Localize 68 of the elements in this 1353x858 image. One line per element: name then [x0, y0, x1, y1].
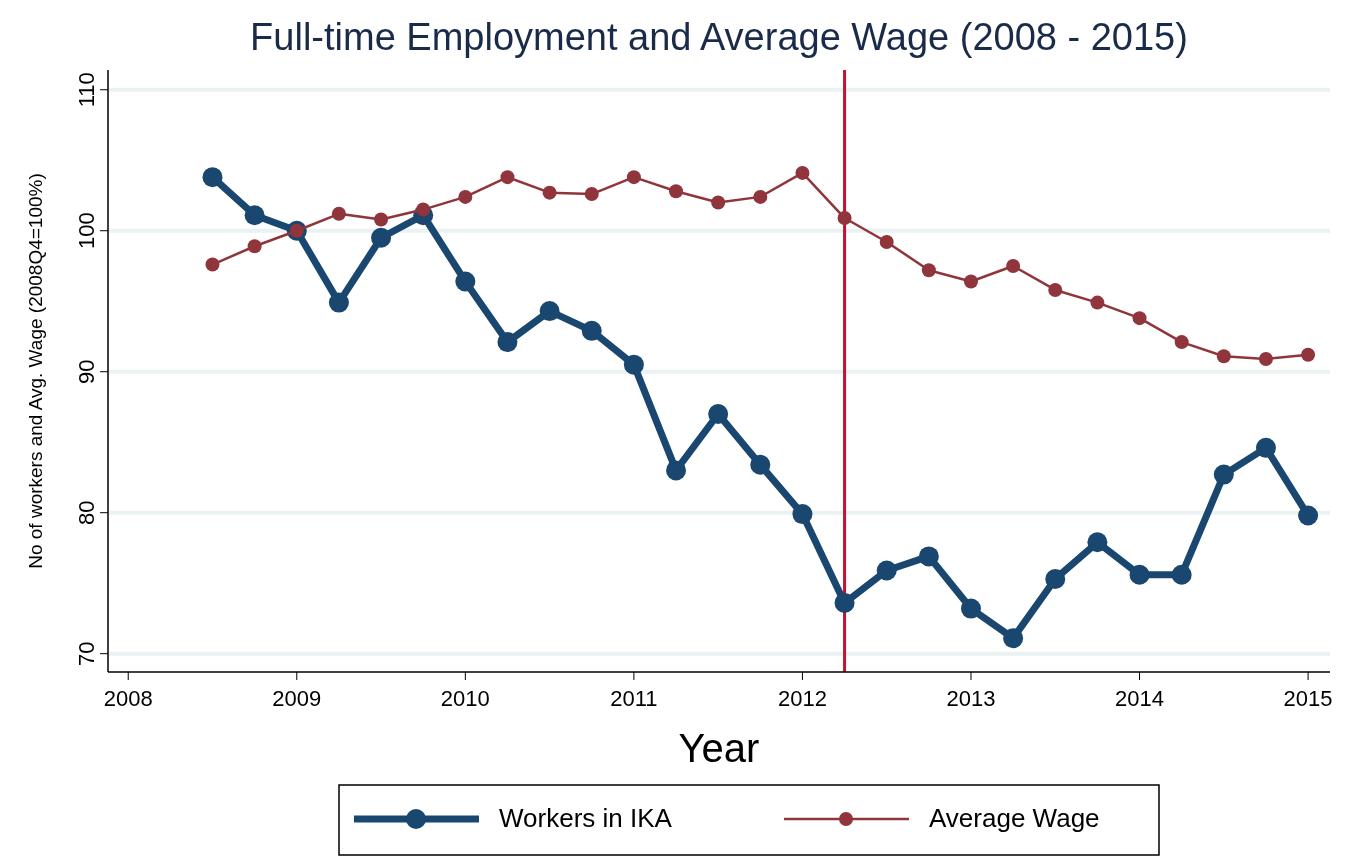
point	[1298, 505, 1319, 526]
y-tick-label: 90	[74, 359, 99, 384]
point	[1090, 295, 1105, 310]
point	[1087, 532, 1108, 553]
point	[331, 206, 346, 221]
point	[834, 592, 855, 613]
point	[1006, 258, 1021, 273]
point	[711, 195, 726, 210]
y-tick-label: 100	[74, 212, 99, 250]
chart-title: Full-time Employment and Average Wage (2008 - 2015)	[250, 16, 1188, 58]
point	[837, 211, 852, 226]
point	[500, 170, 515, 185]
point	[1258, 352, 1273, 367]
x-tick-label: 2012	[777, 686, 827, 711]
point	[708, 404, 729, 424]
point	[753, 189, 768, 204]
x-tick-label: 2014	[1115, 686, 1165, 711]
point	[584, 187, 599, 202]
point	[1045, 568, 1066, 589]
point	[960, 598, 981, 619]
point	[879, 235, 894, 249]
point	[1174, 335, 1189, 350]
x-tick-label: 2013	[946, 686, 996, 711]
y-tick-label: 80	[74, 500, 99, 525]
x-tick-label: 2008	[103, 686, 153, 711]
point	[1255, 437, 1276, 458]
point	[1129, 564, 1150, 585]
x-axis-title: Year	[678, 726, 760, 770]
point	[202, 167, 223, 188]
point	[626, 170, 641, 185]
point	[918, 546, 939, 567]
point	[921, 263, 936, 278]
point	[247, 239, 262, 254]
point	[750, 454, 771, 475]
point	[1301, 347, 1316, 362]
point	[669, 184, 684, 199]
point	[458, 189, 473, 204]
point	[1171, 564, 1192, 585]
legend-label: Average Wage	[929, 803, 1100, 833]
point	[455, 271, 476, 292]
point	[666, 460, 687, 481]
x-tick-label: 2015	[1283, 686, 1333, 711]
point	[328, 292, 349, 313]
point	[1132, 311, 1147, 326]
x-tick-label: 2009	[272, 686, 322, 711]
point	[581, 320, 602, 341]
point	[1048, 282, 1063, 297]
legend-label: Workers in IKA	[499, 803, 673, 833]
point	[1213, 464, 1234, 485]
x-tick-label: 2011	[610, 686, 658, 711]
point	[1003, 628, 1024, 649]
point	[371, 227, 392, 248]
y-axis-title: No of workers and Avg. Wage (2008Q4=100%)	[25, 173, 46, 569]
point	[876, 560, 897, 581]
y-tick-label: 110	[74, 72, 99, 108]
point	[623, 354, 644, 375]
point	[497, 332, 518, 353]
point	[795, 165, 810, 180]
y-tick-label: 70	[74, 641, 99, 666]
point	[374, 212, 389, 227]
x-tick-label: 2010	[440, 686, 490, 711]
point	[539, 301, 560, 322]
point	[205, 257, 220, 272]
point	[963, 274, 978, 289]
point	[792, 504, 813, 525]
point	[1216, 349, 1231, 364]
point	[542, 185, 557, 200]
point	[244, 205, 265, 226]
